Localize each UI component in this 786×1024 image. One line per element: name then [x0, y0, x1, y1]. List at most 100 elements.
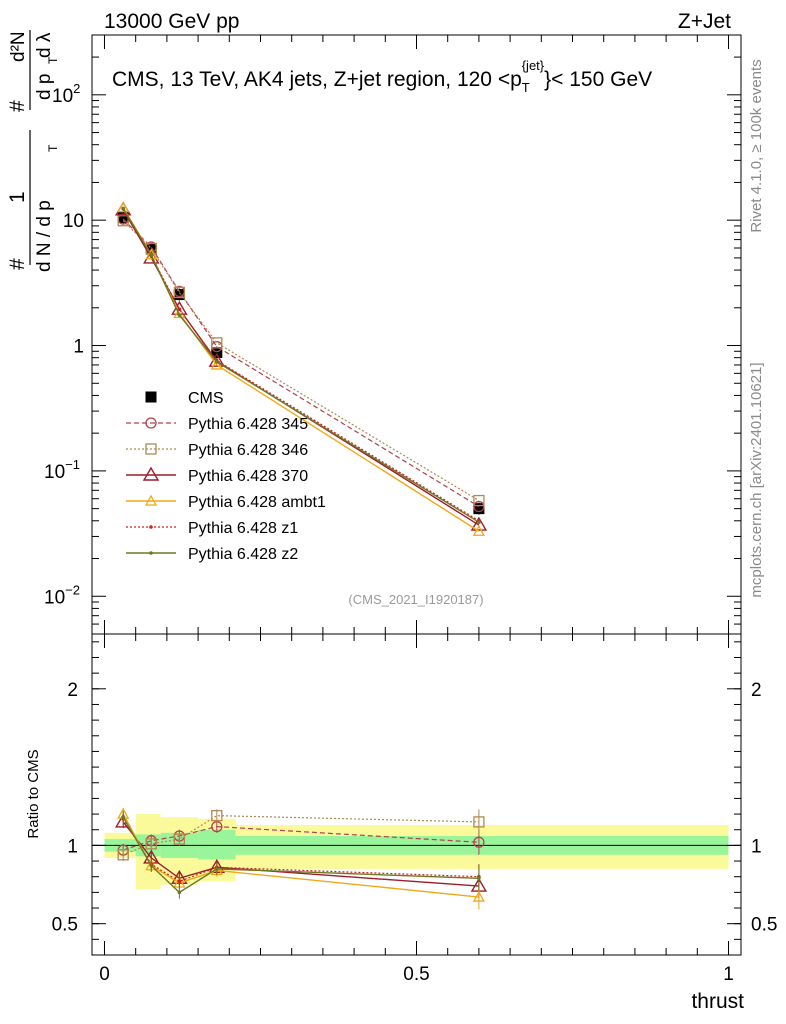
main-point-ambt1	[145, 248, 158, 260]
legend-marker-p346	[145, 443, 157, 455]
ratio-point-ambt1	[472, 890, 486, 902]
main-ylabel: # 1 d N / d p T # d²N d p T d λ	[6, 30, 60, 272]
main-title-sub: T	[522, 80, 530, 95]
ratio-y-tick-label-left: 0.5	[52, 915, 78, 936]
legend-marker-p345	[145, 417, 157, 429]
main-point-cms	[211, 346, 223, 358]
legend-marker-z1	[149, 525, 153, 529]
ratio-point-z2	[121, 815, 126, 820]
main-point-z2	[121, 206, 126, 211]
rivet-label: Rivet 4.1.0, ≥ 100k events	[748, 59, 765, 232]
ratio-y-tick-label-right: 0.5	[751, 915, 777, 936]
ratio-panel: 0.5 0.5 1 1 2 2 0 0.5 1 Ratio to CMS thrust	[25, 633, 777, 1013]
main-series-ambt1	[117, 201, 486, 536]
main-point-p346	[117, 215, 129, 227]
ylabel-t-2: T	[46, 56, 60, 64]
x-axis-label: thrust	[691, 990, 744, 1013]
ratio-point-z2	[149, 863, 154, 868]
main-point-ambt1	[210, 358, 223, 370]
main-series-p345	[117, 213, 485, 513]
legend-label-z2: Pythia 6.428 z2	[188, 546, 298, 563]
ratio-band-inner	[198, 829, 236, 860]
main-axis-ticks: 10−2 10−1 1 10 102	[44, 35, 741, 634]
legend-marker-ambt1	[144, 494, 158, 506]
main-frame	[91, 34, 742, 635]
ratio-y-tick-label-left: 2	[67, 680, 78, 701]
x-tick-label: 0.5	[403, 964, 429, 985]
legend-marker-p370	[142, 466, 160, 481]
main-point-z1	[177, 307, 182, 311]
main-title-text: CMS, 13 TeV, AK4 jets, Z+jet region, 120…	[112, 68, 510, 91]
ylabel-hash-2: #	[6, 100, 29, 112]
main-y-tick-label: 1	[73, 337, 84, 358]
ratio-point-z2	[215, 867, 219, 871]
ylabel-d2n: d²N	[8, 31, 29, 62]
main-point-ambt1	[472, 524, 486, 536]
legend-label-p370: Pythia 6.428 370	[188, 468, 308, 485]
legend-label-ambt1: Pythia 6.428 ambt1	[188, 494, 326, 511]
ratio-axis-ticks: 0.5 0.5 1 1 2 2 0 0.5 1	[52, 634, 777, 985]
legend: CMS Pythia 6.428 345 Pythia 6.428 346 Pythi…	[126, 390, 326, 563]
main-point-z2	[177, 313, 182, 317]
legend-label-z1: Pythia 6.428 z1	[188, 520, 298, 537]
main-point-z2	[477, 520, 481, 524]
main-panel: 10−2 10−1 1 10 102 CMS, 13 TeV, AK4 jets, Z+…	[6, 30, 742, 635]
ylabel-one: 1	[6, 191, 29, 203]
main-point-p346	[173, 286, 186, 299]
ratio-point-z2	[477, 876, 481, 881]
main-point-z2	[149, 253, 154, 258]
header-process: Z+Jet	[678, 10, 731, 33]
legend-label-p346: Pythia 6.428 346	[188, 442, 308, 459]
main-point-p345	[473, 500, 485, 513]
main-point-p346	[473, 494, 485, 507]
x-tick-label: 1	[723, 964, 734, 985]
ratio-y-tick-label-right: 2	[751, 680, 762, 701]
legend-marker-cms	[145, 391, 157, 403]
main-point-cms	[117, 212, 129, 224]
main-point-ambt1	[173, 307, 186, 319]
main-title-tail: }< 150 GeV	[544, 68, 652, 91]
main-y-tick-label: 10−2	[44, 582, 80, 608]
ratio-point-z2	[177, 890, 182, 895]
main-point-ambt1	[117, 201, 130, 213]
ratio-point-p345	[473, 836, 485, 848]
ratio-point-p346	[473, 816, 485, 828]
ratio-line-z1	[122, 818, 479, 883]
mcplots-label: mcplots.cern.ch [arXiv:2401.10621]	[748, 362, 765, 597]
ratio-point-p346	[211, 809, 223, 822]
ylabel-dn: d N / d p	[34, 200, 55, 272]
ylabel-dpt: d p	[34, 74, 55, 100]
ylabel-t-1: T	[46, 144, 60, 152]
main-point-z2	[215, 360, 219, 364]
main-y-tick-label: 102	[52, 81, 80, 107]
ratio-point-z1	[177, 879, 182, 884]
ylabel-dl: d λ	[34, 32, 55, 58]
main-point-cms	[173, 289, 185, 301]
main-series-z2	[121, 206, 481, 524]
ratio-y-tick-label-left: 1	[67, 836, 78, 857]
ratio-ylabel: Ratio to CMS	[25, 749, 42, 838]
ratio-y-tick-label-right: 1	[751, 836, 762, 857]
main-line-p346	[122, 220, 480, 502]
main-title-pt: p	[510, 68, 522, 91]
analysis-watermark: (CMS_2021_I1920187)	[348, 592, 483, 607]
legend-marker-z2	[149, 551, 153, 555]
main-title: CMS, 13 TeV, AK4 jets, Z+jet region, 120…	[112, 58, 652, 95]
main-point-cms	[473, 503, 485, 515]
main-series-layer	[114, 201, 488, 536]
ratio-series-layer	[114, 807, 488, 910]
main-point-p370	[470, 516, 488, 531]
x-tick-label: 0	[99, 964, 110, 985]
main-point-p346	[211, 337, 223, 349]
ratio-point-p346	[173, 833, 186, 845]
legend-label-p345: Pythia 6.428 345	[188, 416, 308, 433]
ratio-frame	[91, 633, 742, 956]
header-energy: 13000 GeV pp	[104, 10, 239, 33]
main-series-p346	[117, 215, 485, 507]
ylabel-hash-1: #	[6, 258, 29, 270]
ratio-uncertainty-bands	[104, 814, 729, 890]
main-line-p345	[122, 218, 480, 508]
main-title-sup: {jet}	[522, 58, 545, 73]
main-y-tick-label: 10−1	[44, 457, 80, 483]
